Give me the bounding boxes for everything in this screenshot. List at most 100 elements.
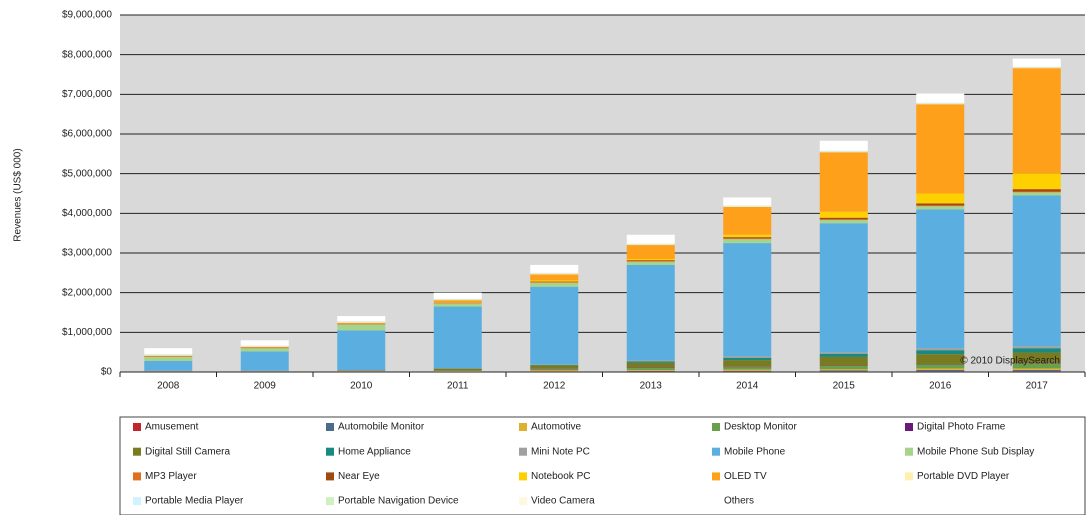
bar-segment <box>626 264 675 361</box>
legend-swatch <box>326 447 334 456</box>
legend-label: Automobile Monitor <box>338 422 425 433</box>
legend-label: Mobile Phone Sub Display <box>917 446 1034 457</box>
legend-swatch <box>519 472 527 481</box>
bar-segment <box>626 245 675 259</box>
bar-segment <box>916 193 965 204</box>
legend-label: Mini Note PC <box>531 446 590 457</box>
y-tick-label: $4,000,000 <box>62 208 112 219</box>
bar-segment <box>916 209 965 349</box>
bar-segment <box>819 370 868 372</box>
bar-segment <box>626 368 675 371</box>
bar-segment <box>240 351 289 371</box>
y-tick-label: $3,000,000 <box>62 248 112 259</box>
legend-swatch <box>133 497 141 506</box>
legend-label: Video Camera <box>531 496 595 507</box>
bar-segment <box>819 353 868 357</box>
bar-segment <box>723 238 772 240</box>
legend-label: Notebook PC <box>531 471 590 482</box>
bar-segment <box>1012 348 1061 353</box>
bar-segment <box>530 286 579 365</box>
bar-segment <box>723 243 772 357</box>
y-tick-label: $6,000,000 <box>62 129 112 140</box>
bar-segment <box>433 368 482 371</box>
bar-segment <box>819 223 868 353</box>
bar-segment <box>240 348 289 352</box>
x-tick-label: 2017 <box>1026 381 1049 392</box>
bar-segment <box>530 364 579 365</box>
x-tick-label: 2014 <box>736 381 759 392</box>
legend-swatch <box>133 472 141 481</box>
legend-swatch <box>519 447 527 456</box>
bar-segment <box>337 330 386 371</box>
y-axis-label: Revenues (US$ 000) <box>13 148 24 241</box>
bar-segment <box>819 217 868 220</box>
annotation: © 2010 DisplaySearch <box>960 356 1060 367</box>
bar-segment <box>433 292 482 299</box>
y-tick-label: $1,000,000 <box>62 327 112 338</box>
legend-swatch <box>519 423 527 431</box>
bar-segment <box>723 360 772 367</box>
bar-segment <box>626 370 675 371</box>
bar-segment <box>626 362 675 368</box>
legend-swatch <box>133 423 141 431</box>
bar-segment <box>916 93 965 103</box>
legend-label: Portable Navigation Device <box>338 496 459 507</box>
y-tick-label: $9,000,000 <box>62 10 112 21</box>
bar-segment <box>144 360 193 371</box>
legend-label: Near Eye <box>338 471 380 482</box>
bar-segment <box>819 352 868 354</box>
legend-label: Desktop Monitor <box>724 422 797 433</box>
bar-segment <box>916 205 965 207</box>
legend-swatch <box>905 423 913 431</box>
y-tick-label: $8,000,000 <box>62 49 112 60</box>
x-tick-label: 2012 <box>543 381 566 392</box>
legend-label: Amusement <box>145 422 199 433</box>
bar-segment <box>723 206 772 235</box>
bar-segment <box>819 152 868 212</box>
bar-segment <box>626 360 675 362</box>
bar-segment <box>144 348 193 355</box>
bar-segment <box>433 300 482 303</box>
legend-label: Digital Photo Frame <box>917 422 1006 433</box>
x-tick-label: 2008 <box>157 381 180 392</box>
bar-segment <box>916 370 965 372</box>
bar-segment <box>433 306 482 369</box>
x-tick-label: 2015 <box>833 381 856 392</box>
bar-segment <box>240 347 289 349</box>
bar-segment <box>337 316 386 322</box>
bar-segment <box>626 361 675 363</box>
legend-label: Portable DVD Player <box>917 471 1010 482</box>
bar-segment <box>723 370 772 372</box>
bar-segment <box>1012 352 1061 364</box>
bar-segment <box>1012 195 1061 347</box>
legend-swatch <box>712 472 720 481</box>
legend-label: Home Appliance <box>338 446 411 457</box>
bar-segment <box>723 356 772 358</box>
bar-segment <box>916 350 965 355</box>
bar-segment <box>530 281 579 283</box>
bar-segment <box>626 370 675 372</box>
x-tick-label: 2011 <box>447 381 469 392</box>
x-tick-label: 2009 <box>254 381 277 392</box>
bar-segment <box>144 356 193 361</box>
bar-segment <box>723 357 772 361</box>
legend-swatch <box>133 447 141 456</box>
legend-swatch <box>712 497 720 506</box>
bar-segment <box>723 234 772 238</box>
bar-segment <box>530 264 579 273</box>
legend-label: Digital Still Camera <box>145 446 230 457</box>
bar-segment <box>1012 173 1061 190</box>
bar-segment <box>530 364 579 366</box>
bar-segment <box>916 104 965 194</box>
y-tick-label: $0 <box>101 367 113 378</box>
bar-segment <box>916 206 965 210</box>
bar-segment <box>337 323 386 325</box>
bar-segment <box>819 219 868 221</box>
legend-swatch <box>712 447 720 456</box>
y-tick-label: $2,000,000 <box>62 287 112 298</box>
bar-segment <box>530 280 579 282</box>
bar-segment <box>723 237 772 239</box>
legend-swatch <box>712 423 720 431</box>
bar-segment <box>1012 363 1061 369</box>
